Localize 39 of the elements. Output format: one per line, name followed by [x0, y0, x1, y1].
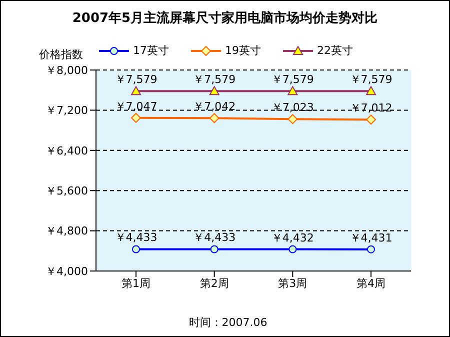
legend-label: 22英寸	[316, 43, 353, 58]
legend-label: 17英寸	[132, 43, 169, 58]
data-label: ￥7,579	[271, 73, 314, 86]
data-label: ￥7,042	[193, 100, 236, 114]
y-tick-label: ￥8,000	[46, 64, 88, 77]
data-label: ￥7,012	[350, 102, 392, 115]
data-label: ￥7,579	[350, 73, 392, 86]
point	[288, 245, 297, 254]
data-label: ￥4,433	[193, 231, 236, 244]
chart-title: 2007年5月主流屏幕尺寸家用电脑市场均价走势对比	[71, 10, 379, 27]
point	[209, 113, 220, 124]
y-axis-title: 价格指数	[39, 47, 83, 62]
y-tick-label: ￥5,600	[46, 184, 88, 198]
point	[131, 86, 141, 96]
point	[132, 245, 140, 254]
data-label: ￥4,431	[350, 231, 392, 244]
point	[366, 86, 376, 96]
point	[366, 114, 376, 125]
point	[209, 86, 220, 96]
point	[288, 86, 298, 96]
y-tick-label: ￥4,000	[46, 264, 88, 278]
point	[367, 245, 375, 254]
y-tick-label: ￥6,400	[46, 144, 88, 158]
x-tick-label: 第2周	[200, 276, 229, 290]
text: 时间：2007.06	[188, 316, 268, 329]
point	[288, 114, 298, 124]
legend-label: 19英寸	[224, 43, 261, 58]
y-tick-label: ￥4,800	[46, 224, 88, 238]
data-label: ￥7,579	[114, 73, 158, 86]
x-tick-label: 第4周	[356, 276, 386, 290]
point	[210, 245, 218, 254]
data-label: ￥4,433	[114, 231, 158, 244]
point	[131, 112, 141, 123]
y-tick-label: ￥7,200	[46, 104, 88, 118]
x-tick-label: 第1周	[122, 276, 150, 290]
x-tick-label: 第3周	[278, 276, 308, 290]
data-label: ￥7,579	[193, 73, 236, 86]
data-label: ￥4,432	[271, 231, 314, 244]
data-label: ￥7,047	[114, 100, 158, 113]
